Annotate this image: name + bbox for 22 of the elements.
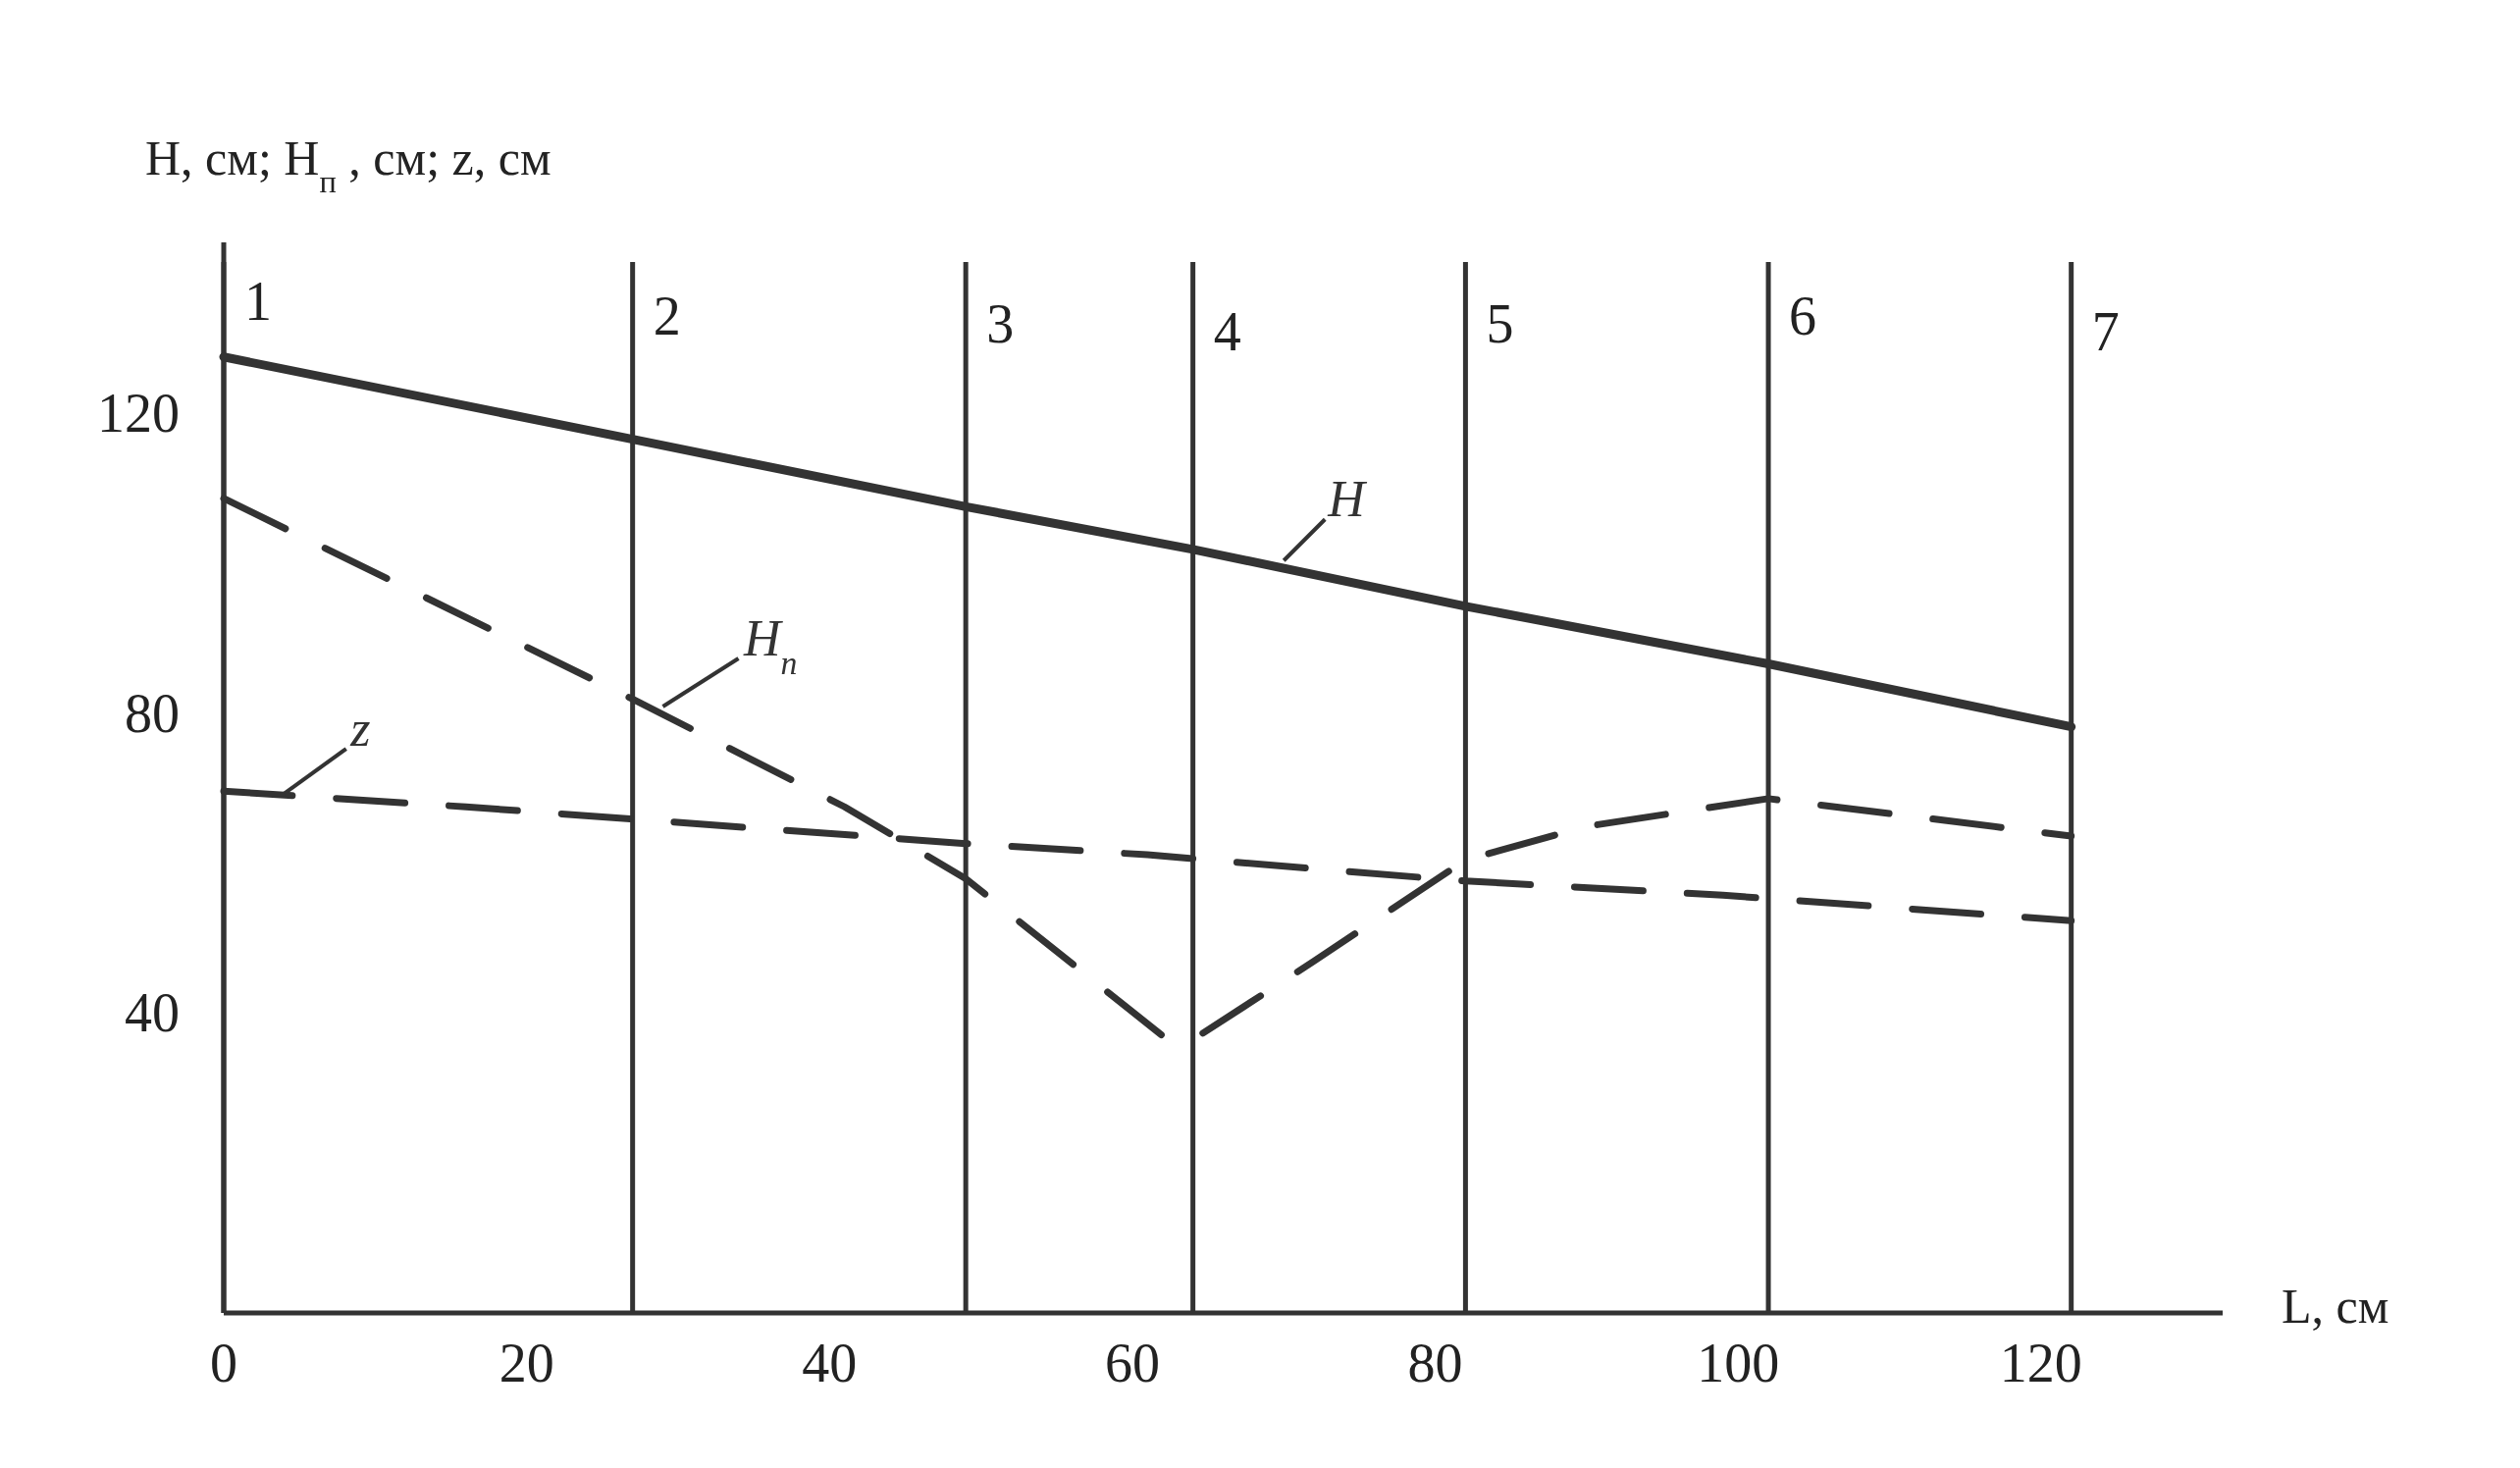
annotation: 6 [1789, 286, 1817, 347]
annotation: 3 [986, 292, 1015, 354]
x-tick-label: 100 [1697, 1333, 1780, 1393]
series-label: H$_{п}$ [743, 609, 798, 681]
x-tick-label: 0 [210, 1333, 237, 1393]
annotation: 1 [244, 271, 272, 333]
y-axis-title: H, см; H$_{п}$, см; z, см [145, 131, 551, 199]
y-tick-label: 40 [125, 981, 180, 1043]
annotation: 7 [2091, 300, 2120, 362]
annotation: 2 [653, 286, 681, 347]
x-tick-label: 20 [499, 1333, 554, 1393]
y-tick-label: 120 [97, 383, 180, 445]
annotation: 4 [1213, 300, 1241, 362]
y-tick-label: 80 [125, 682, 180, 744]
x-tick-label: 60 [1104, 1333, 1160, 1393]
x-tick-label: 120 [1999, 1333, 2082, 1393]
x-axis-title: L, см [2282, 1279, 2389, 1334]
annotation: 5 [1486, 292, 1514, 354]
x-tick-label: 40 [802, 1333, 858, 1393]
series-label: H [1327, 471, 1368, 528]
x-tick-label: 80 [1407, 1333, 1463, 1393]
series-label: z [349, 700, 371, 757]
